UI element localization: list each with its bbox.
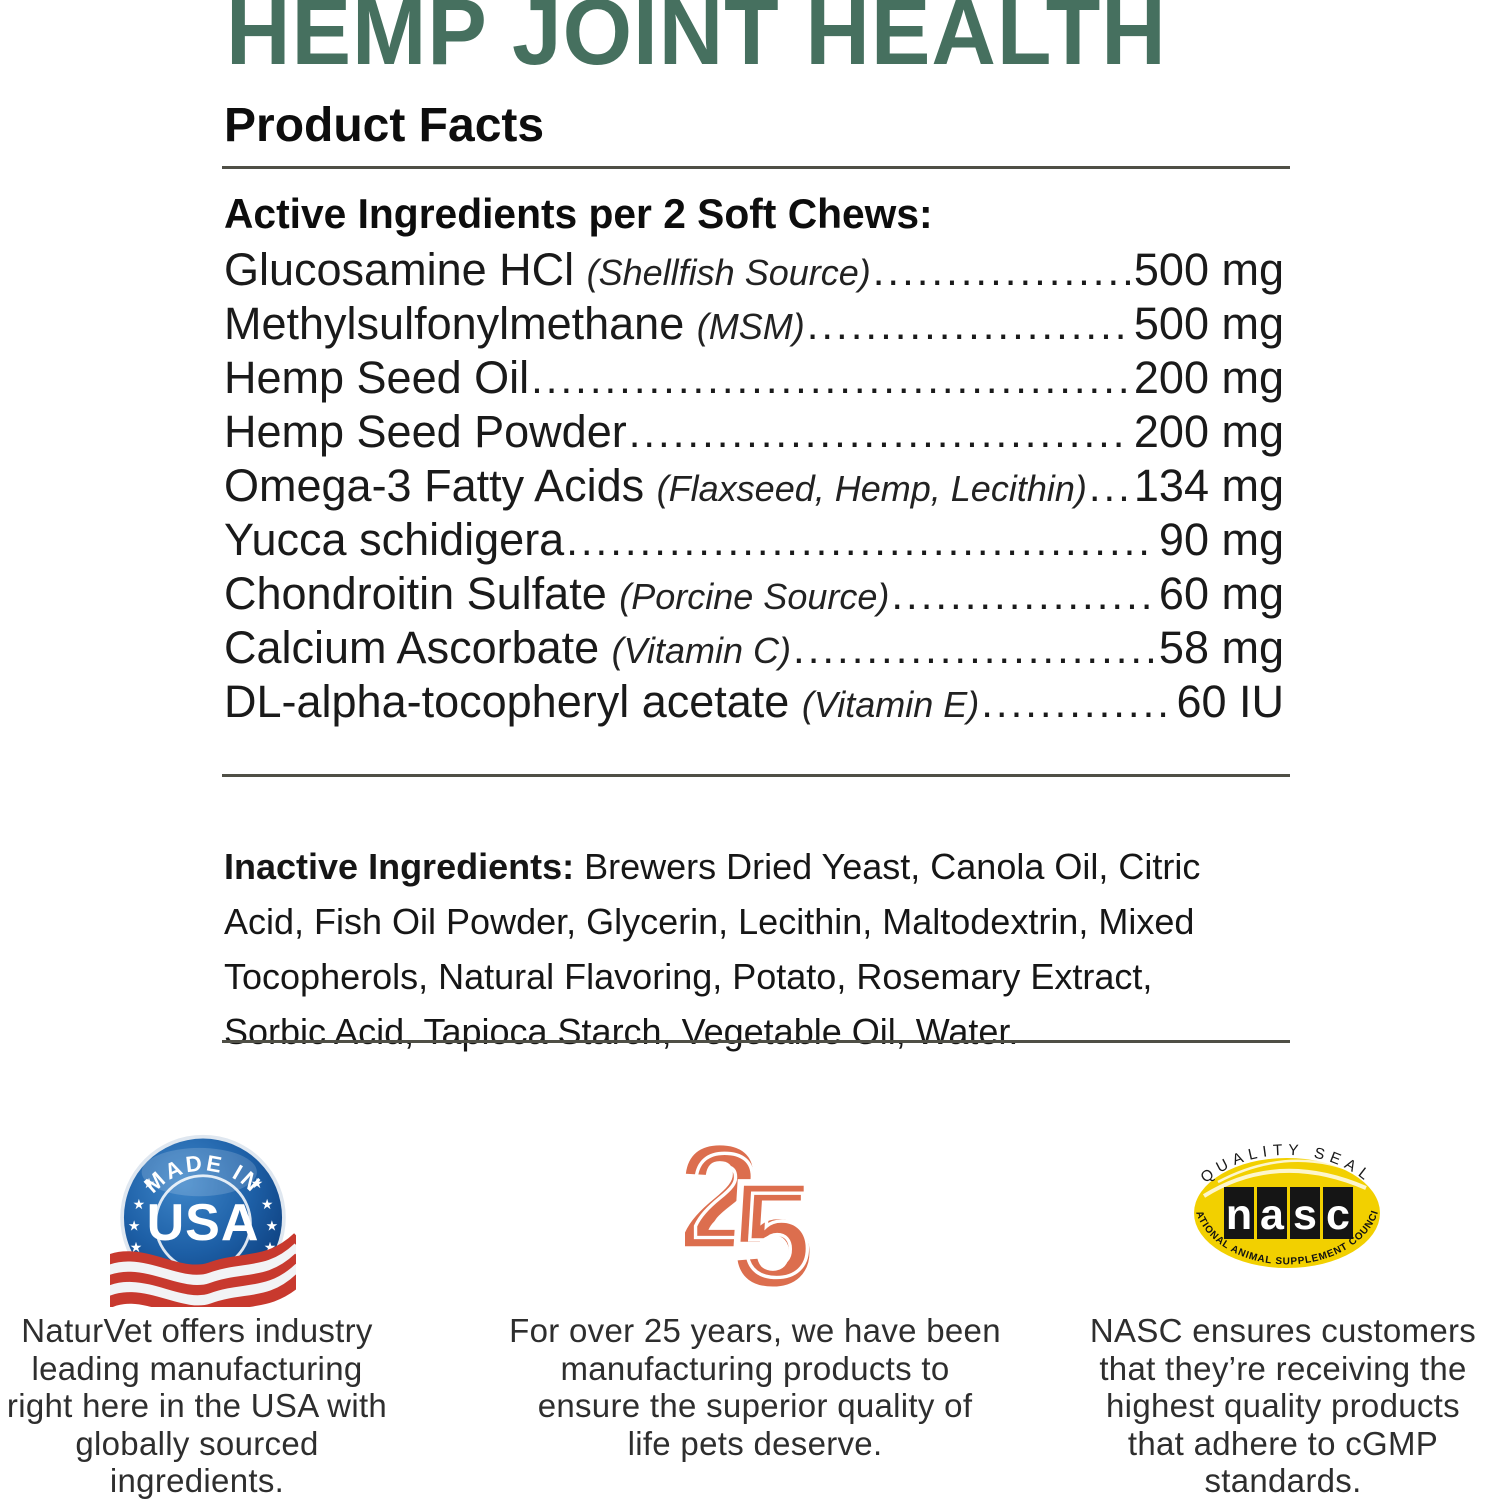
ingredient-source-note: (Porcine Source): [619, 576, 890, 617]
ingredient-amount: 90 mg: [1158, 514, 1284, 565]
nasc-letter: a: [1260, 1191, 1285, 1239]
ingredient-row: Methylsulfonylmethane (MSM) 500 mg: [224, 298, 1284, 352]
dot-leader: [629, 409, 1130, 457]
star-icon: ★: [261, 1196, 274, 1212]
anniversary-caption: For over 25 years, we have been manufact…: [509, 1312, 1001, 1462]
divider-rule: [222, 1040, 1290, 1043]
ingredient-row: Chondroitin Sulfate (Porcine Source) 60 m…: [224, 568, 1284, 622]
ingredients-table: Glucosamine HCl (Shellfish Source) 500 mg…: [224, 244, 1284, 730]
dot-leader: [531, 355, 1130, 403]
star-icon: ★: [130, 1239, 143, 1255]
ingredient-amount: 500 mg: [1133, 244, 1284, 295]
divider-rule: [222, 166, 1290, 169]
page-title: HEMP JOINT HEALTH: [226, 0, 1167, 84]
numeral-5-halo: 5: [733, 1154, 813, 1292]
ingredient-row: DL-alpha-tocopheryl acetate (Vitamin E) 6…: [224, 676, 1284, 730]
ingredient-amount: 58 mg: [1158, 622, 1284, 673]
ingredient-amount: 500 mg: [1133, 298, 1284, 349]
ingredient-amount: 200 mg: [1133, 352, 1284, 403]
ingredient-amount: 200 mg: [1133, 406, 1284, 457]
dot-leader: [891, 571, 1155, 619]
anniversary-25-logo: 2 2 5 5 5: [680, 1132, 820, 1292]
ingredient-source-note: (MSM): [696, 306, 805, 347]
inactive-ingredients-text: Brewers Dried Yeast, Canola Oil, Citric …: [224, 846, 1201, 1052]
numeral-5: 5: [733, 1154, 813, 1292]
usa-center-text: USA: [147, 1194, 260, 1252]
nasc-letter-box: [1323, 1187, 1353, 1239]
ingredient-name: Omega-3 Fatty Acids (Flaxseed, Hemp, Lec…: [224, 460, 1087, 511]
star-icon: ★: [133, 1196, 146, 1212]
star-icon: ★: [128, 1218, 141, 1234]
ingredient-row: Glucosamine HCl (Shellfish Source) 500 mg: [224, 244, 1284, 298]
ingredient-name: DL-alpha-tocopheryl acetate (Vitamin E): [224, 676, 980, 727]
ingredient-source-note: (Vitamin E): [801, 684, 980, 725]
nasc-letter-box: [1224, 1187, 1254, 1239]
star-icon: ★: [143, 1175, 156, 1191]
dot-leader: [1089, 463, 1130, 511]
ingredient-name: Methylsulfonylmethane (MSM): [224, 298, 805, 349]
numeral-2: 2: [680, 1132, 760, 1277]
star-icon: ★: [251, 1175, 263, 1191]
dot-leader: [807, 301, 1130, 349]
ingredient-row: Hemp Seed Powder 200 mg: [224, 406, 1284, 460]
nasc-letter-box: [1290, 1187, 1320, 1239]
inactive-ingredients-paragraph: Inactive Ingredients: Brewers Dried Yeas…: [224, 839, 1242, 1059]
ingredient-amount: 134 mg: [1133, 460, 1284, 511]
numeral-2-inline: 2: [691, 1132, 758, 1264]
ingredient-row: Omega-3 Fatty Acids (Flaxseed, Hemp, Lec…: [224, 460, 1284, 514]
made-in-usa-badge: MADE IN ★★★★★★★★★★ USA: [110, 1134, 296, 1307]
ingredient-source-note: (Vitamin C): [611, 630, 792, 671]
ingredient-name: Chondroitin Sulfate (Porcine Source): [224, 568, 890, 619]
dot-leader: [793, 625, 1155, 673]
nasc-letter: n: [1226, 1191, 1252, 1239]
active-ingredients-heading: Active Ingredients per 2 Soft Chews:: [224, 190, 933, 237]
nasc-caption: NASC ensures customers that they’re rece…: [1089, 1312, 1477, 1499]
nasc-letter-box: [1257, 1187, 1287, 1239]
ingredient-name: Calcium Ascorbate (Vitamin C): [224, 622, 792, 673]
ingredient-row: Yucca schidigera 90 mg: [224, 514, 1284, 568]
ingredient-name: Hemp Seed Powder: [224, 406, 627, 457]
ingredient-name: Glucosamine HCl (Shellfish Source): [224, 244, 871, 295]
divider-rule: [222, 774, 1290, 777]
seal-swoosh: [1202, 1168, 1367, 1198]
ingredient-source-note: (Shellfish Source): [586, 252, 871, 293]
dot-leader: [981, 679, 1172, 727]
dot-leader: [873, 247, 1130, 295]
ingredient-row: Calcium Ascorbate (Vitamin C) 58 mg: [224, 622, 1284, 676]
ingredient-source-note: (Flaxseed, Hemp, Lecithin): [656, 468, 1087, 509]
ingredient-amount: 60 IU: [1176, 676, 1284, 727]
ingredient-name: Yucca schidigera: [224, 514, 565, 565]
usa-caption: NaturVet offers industry leading manufac…: [6, 1312, 388, 1499]
numeral-5-inline: 5: [744, 1168, 811, 1292]
dot-leader: [566, 517, 1155, 565]
ingredient-amount: 60 mg: [1158, 568, 1284, 619]
inactive-ingredients-label: Inactive Ingredients:: [224, 846, 575, 887]
ingredient-name: Hemp Seed Oil: [224, 352, 530, 403]
nasc-letter: c: [1326, 1191, 1350, 1239]
star-icon: ★: [266, 1218, 279, 1234]
seal-swoosh: [1217, 1159, 1361, 1184]
nasc-letter: s: [1293, 1191, 1317, 1239]
ingredient-row: Hemp Seed Oil 200 mg: [224, 352, 1284, 406]
product-facts-heading: Product Facts: [224, 99, 545, 152]
